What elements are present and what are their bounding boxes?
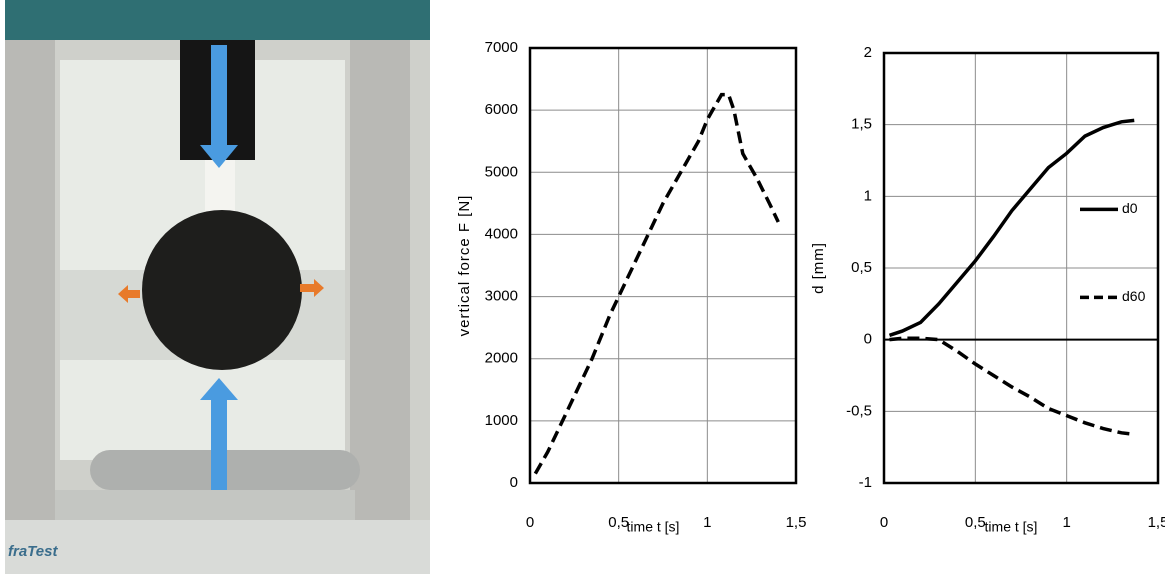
force-arrow	[211, 400, 227, 490]
y-axis-label: d [mm]	[810, 242, 827, 294]
data-line	[888, 118, 1135, 338]
y-tick-label: 0	[864, 331, 872, 348]
y-tick-label: 0	[510, 474, 518, 491]
x-tick-label: 0	[880, 514, 888, 531]
x-tick-label: 1,5	[1148, 514, 1165, 531]
x-axis-label: time t [s]	[627, 519, 680, 535]
y-tick-label: 6000	[485, 101, 518, 118]
legend-label: d0	[1122, 200, 1138, 216]
y-tick-label: -1	[859, 474, 872, 491]
x-axis-label: time t [s]	[985, 519, 1038, 535]
table	[55, 490, 355, 520]
force-arrow-head	[200, 378, 238, 400]
data-line	[533, 92, 780, 475]
y-tick-label: 3000	[485, 288, 518, 305]
y-tick-label: 2000	[485, 350, 518, 367]
photo: fraTest	[5, 0, 430, 574]
y-tick-label: 2	[864, 44, 872, 61]
column	[5, 40, 55, 520]
x-tick-label: 0	[526, 514, 534, 531]
strain-arrow	[118, 285, 140, 303]
y-tick-label: 5000	[485, 163, 518, 180]
logo: fraTest	[8, 543, 58, 560]
y-tick-label: 1	[864, 187, 872, 204]
plot-frame	[528, 46, 798, 485]
y-tick-label: 7000	[485, 39, 518, 56]
machine-top	[5, 0, 430, 40]
x-tick-label: 0,5	[965, 514, 986, 531]
specimen	[142, 210, 302, 370]
x-tick-label: 1	[703, 514, 711, 531]
force-arrow-head	[200, 145, 238, 168]
data-line	[889, 336, 1135, 437]
plot-frame	[882, 51, 1160, 485]
legend-label: d60	[1122, 288, 1146, 304]
x-tick-label: 1,5	[786, 514, 807, 531]
y-tick-label: 4000	[485, 225, 518, 242]
x-tick-label: 0,5	[608, 514, 629, 531]
y-tick-label: 0,5	[851, 259, 872, 276]
base	[5, 520, 430, 574]
force-arrow	[211, 45, 227, 145]
x-tick-label: 1	[1062, 514, 1070, 531]
y-tick-label: 1,5	[851, 116, 872, 133]
y-tick-label: 1000	[485, 412, 518, 429]
load-piston	[205, 160, 235, 220]
strain-arrow	[300, 279, 324, 297]
y-tick-label: -0,5	[846, 402, 872, 419]
y-axis-label: vertical force F [N]	[456, 195, 473, 337]
column	[350, 40, 410, 520]
